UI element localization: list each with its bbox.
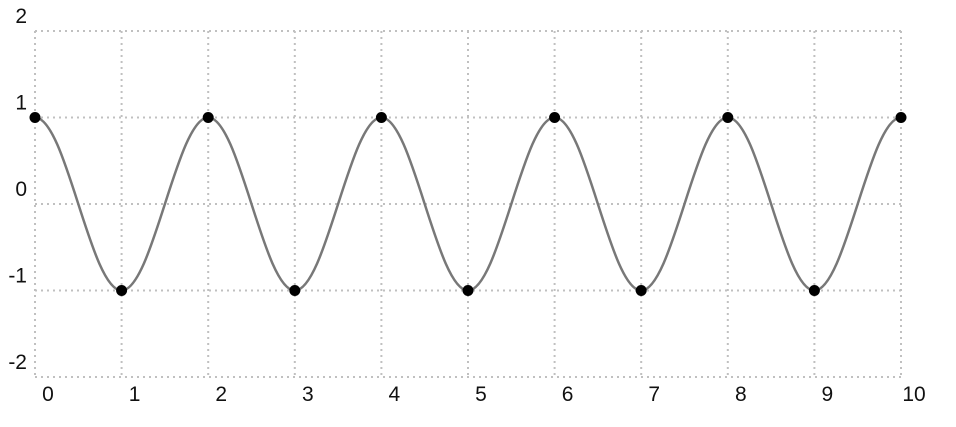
x-axis-ticks: 0 1 2 3 4 5 6 7 8 9 10 bbox=[42, 383, 926, 406]
y-tick-label: 0 bbox=[15, 178, 27, 201]
data-point bbox=[375, 112, 387, 123]
data-points bbox=[29, 112, 907, 296]
x-tick-label: 6 bbox=[562, 383, 574, 406]
x-tick-label: 7 bbox=[648, 383, 660, 406]
data-point bbox=[116, 285, 128, 296]
data-point bbox=[29, 112, 41, 123]
x-tick-label: 4 bbox=[389, 383, 401, 406]
grid bbox=[34, 30, 902, 378]
data-point bbox=[635, 285, 647, 296]
data-point bbox=[202, 112, 214, 123]
x-tick-label: 3 bbox=[302, 383, 314, 406]
data-point bbox=[462, 285, 474, 296]
data-point bbox=[895, 112, 907, 123]
y-tick-label: 1 bbox=[15, 92, 27, 115]
x-tick-label: 5 bbox=[475, 383, 487, 406]
x-tick-label: 0 bbox=[42, 383, 54, 406]
x-tick-label: 2 bbox=[215, 383, 227, 406]
data-point bbox=[808, 285, 820, 296]
x-tick-label: 1 bbox=[129, 383, 141, 406]
x-tick-label: 8 bbox=[735, 383, 747, 406]
data-point bbox=[722, 112, 734, 123]
y-tick-label: -1 bbox=[8, 265, 27, 288]
data-point bbox=[549, 112, 561, 123]
y-tick-label: -2 bbox=[8, 351, 27, 374]
y-tick-label: 2 bbox=[15, 5, 27, 28]
y-axis-ticks: 2 1 0 -1 -2 bbox=[8, 5, 27, 374]
x-tick-label: 9 bbox=[822, 383, 834, 406]
x-tick-label: 10 bbox=[902, 383, 925, 406]
data-point bbox=[289, 285, 301, 296]
